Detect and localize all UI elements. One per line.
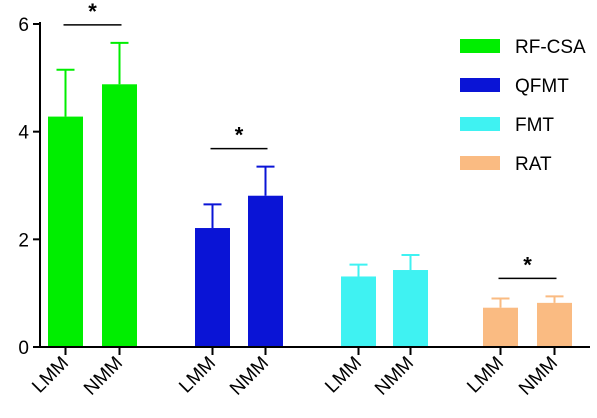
- bar-rf-csa-lmm: [48, 116, 83, 348]
- x-tick-label-lmm: LMM: [175, 353, 220, 398]
- y-tick-label: 6: [18, 15, 29, 36]
- legend-swatch-qfmt: [460, 78, 500, 92]
- significance-star-rf-csa: *: [88, 0, 97, 24]
- bar-fmt-lmm: [341, 276, 376, 347]
- x-tick-label-nmm: NMM: [226, 353, 273, 400]
- significance-star-rat: *: [523, 252, 532, 277]
- x-tick-label-lmm: LMM: [321, 353, 366, 398]
- bar-rat-nmm: [537, 302, 572, 347]
- legend-swatch-fmt: [460, 117, 500, 131]
- legend-label-rat: RAT: [515, 154, 552, 175]
- bar-rf-csa-nmm: [102, 84, 137, 347]
- y-tick-label: 0: [18, 338, 29, 359]
- legend-label-qfmt: QFMT: [515, 76, 569, 97]
- bar-rat-lmm: [483, 307, 518, 347]
- bar-fmt-nmm: [393, 270, 428, 347]
- x-tick-label-nmm: NMM: [515, 353, 562, 400]
- y-tick-label: 2: [18, 230, 29, 251]
- y-tick-label: 4: [18, 123, 29, 144]
- x-tick-label-nmm: NMM: [371, 353, 418, 400]
- legend-swatch-rat: [460, 156, 500, 170]
- x-tick-label-lmm: LMM: [463, 353, 508, 398]
- legend-swatch-rf-csa: [460, 39, 500, 53]
- bar-qfmt-lmm: [195, 228, 230, 347]
- legend-label-fmt: FMT: [515, 115, 554, 136]
- x-tick-label-nmm: NMM: [80, 353, 127, 400]
- x-tick-label-lmm: LMM: [28, 353, 73, 398]
- bar-qfmt-nmm: [248, 195, 283, 347]
- legend-label-rf-csa: RF-CSA: [515, 37, 586, 58]
- significance-star-qfmt: *: [235, 123, 244, 148]
